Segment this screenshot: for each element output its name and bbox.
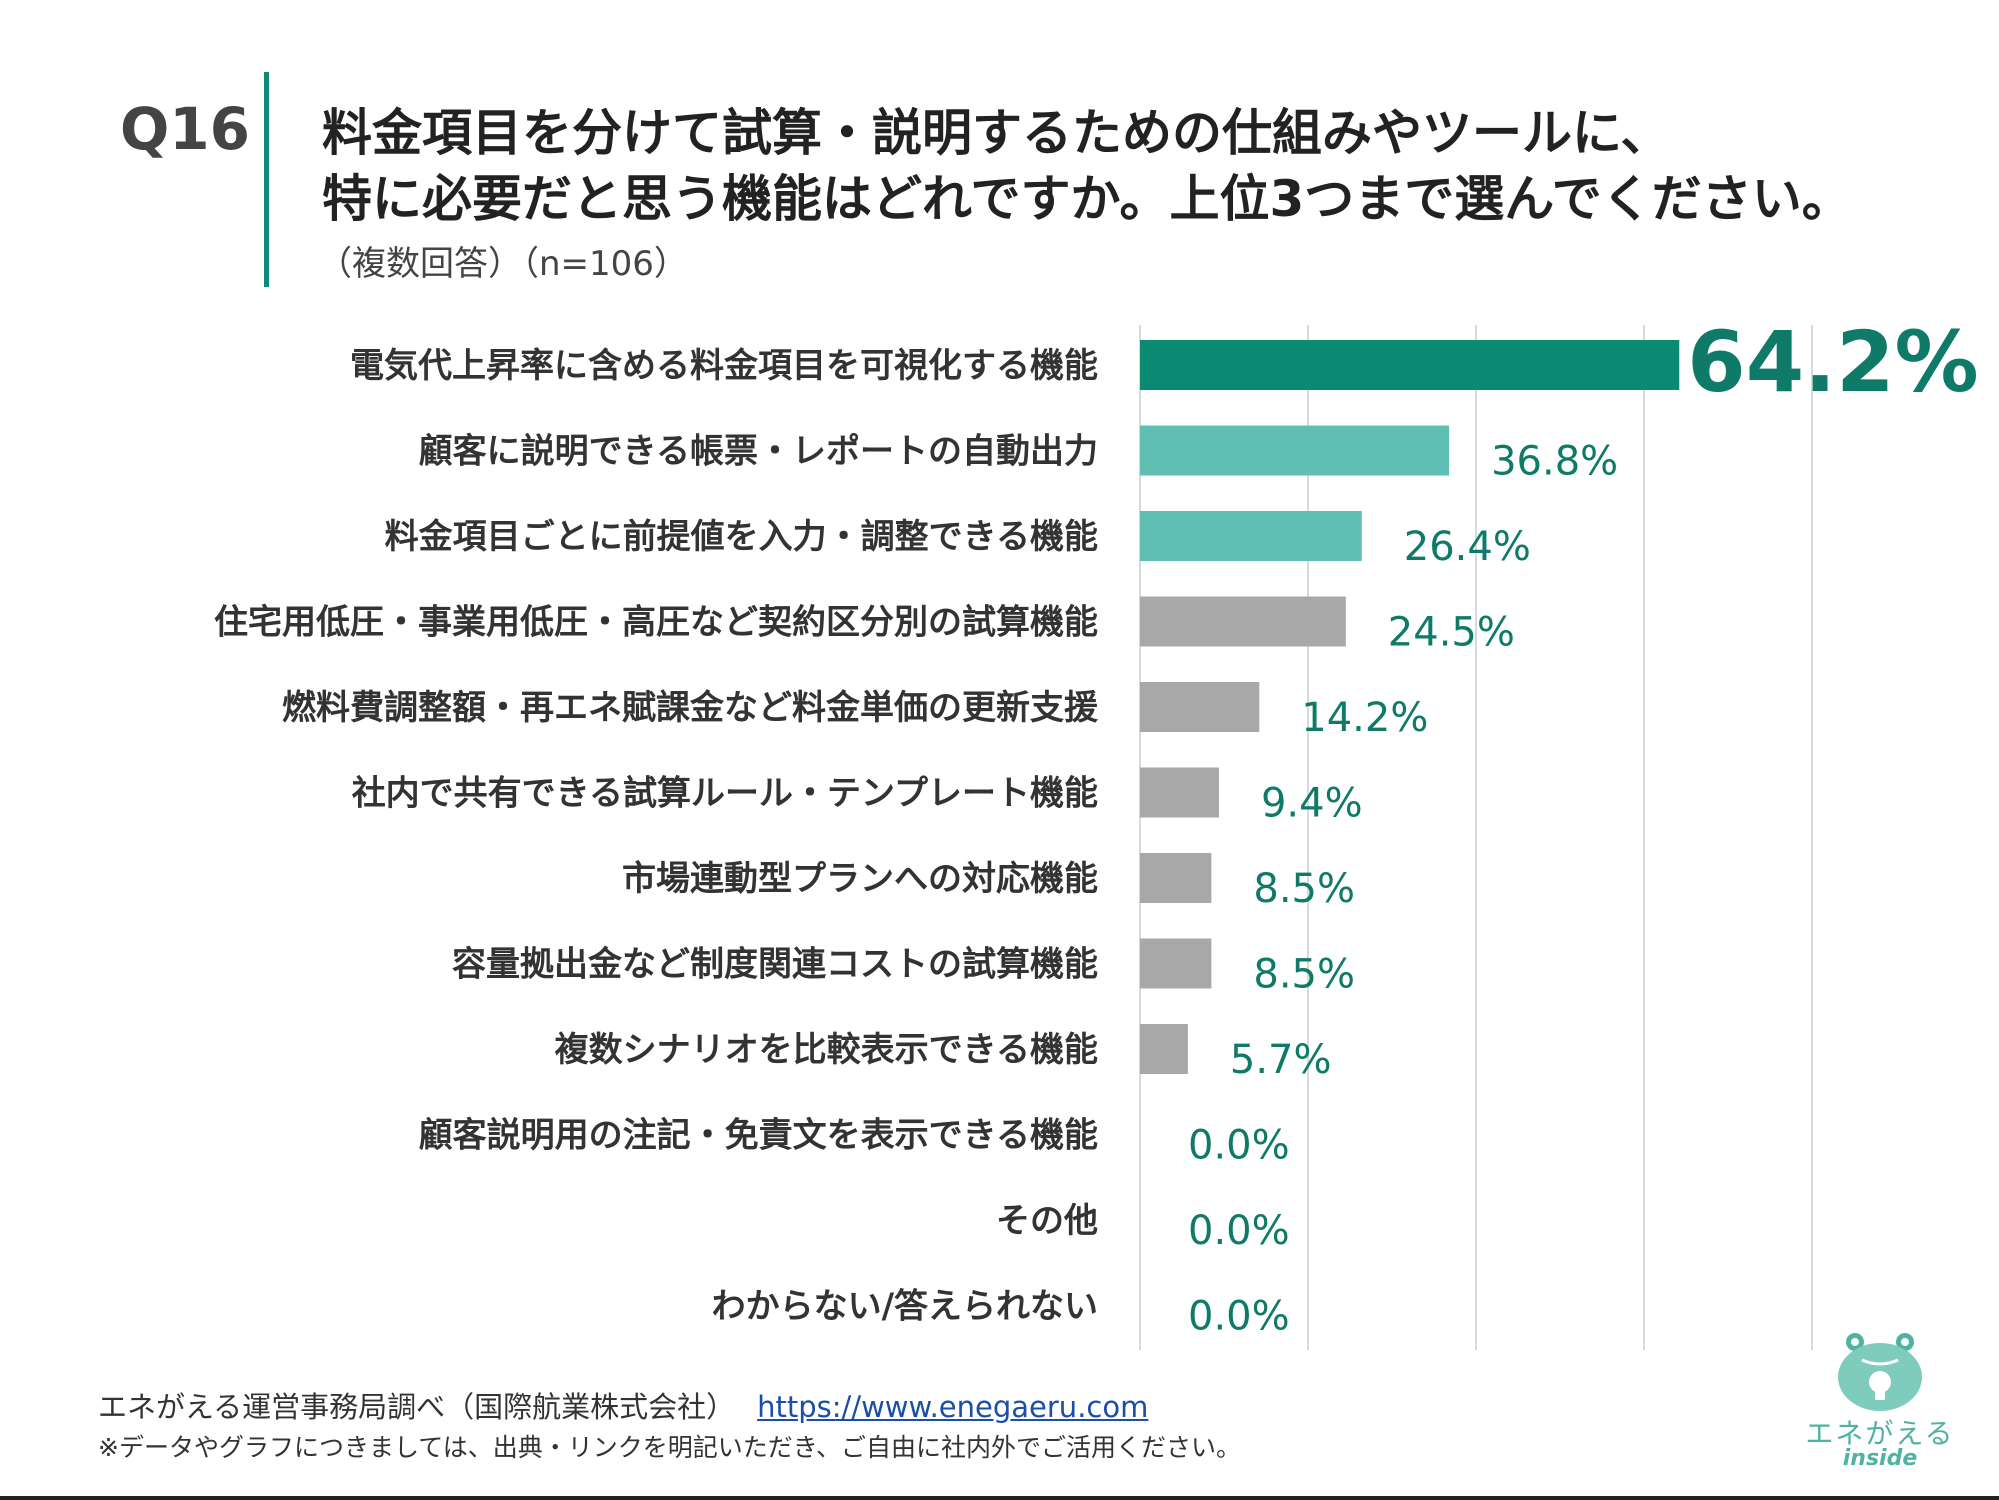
value-label: 8.5% bbox=[1253, 952, 1355, 998]
value-label: 9.4% bbox=[1261, 781, 1363, 827]
frog-lightbulb-icon bbox=[1838, 1333, 1922, 1411]
bar-chart: 電気代上昇率に含める料金項目を可視化する機能 64.2% 顧客に説明できる帳票・レポ… bbox=[214, 313, 1979, 1350]
category-label: 顧客説明用の注記・免責文を表示できる機能 bbox=[419, 1116, 1098, 1156]
value-label: 36.8% bbox=[1491, 439, 1618, 485]
category-label: 複数シナリオを比較表示できる機能 bbox=[555, 1030, 1098, 1070]
brand-logo: エネがえる inside bbox=[1800, 1322, 1960, 1472]
question-subtitle: （複数回答）（n=106） bbox=[318, 244, 688, 284]
bar bbox=[1140, 682, 1260, 732]
bar bbox=[1140, 425, 1450, 476]
value-label: 0.0% bbox=[1188, 1294, 1290, 1340]
question-title-line1: 料金項目を分けて試算・説明するための仕組みやツールに、 bbox=[322, 104, 1671, 162]
category-label: 電気代上昇率に含める料金項目を可視化する機能 bbox=[350, 346, 1098, 386]
bar bbox=[1140, 767, 1219, 818]
usage-note: ※データやグラフにつきましては、出典・リンクを明記いただき、ご自由に社内外でご活… bbox=[98, 1433, 1241, 1462]
category-label: 顧客に説明できる帳票・レポートの自動出力 bbox=[419, 432, 1098, 472]
source-text: エネがえる運営事務局調べ（国際航業株式会社） bbox=[98, 1390, 736, 1424]
value-label: 8.5% bbox=[1253, 866, 1355, 912]
bottom-rule bbox=[0, 1496, 1999, 1500]
category-label: 燃料費調整額・再エネ賦課金など料金単価の更新支援 bbox=[282, 688, 1099, 728]
bar bbox=[1140, 340, 1680, 390]
title-divider bbox=[264, 72, 269, 287]
source-link[interactable]: https://www.enegaeru.com bbox=[757, 1390, 1149, 1424]
bar bbox=[1140, 853, 1212, 903]
category-label: 料金項目ごとに前提値を入力・調整できる機能 bbox=[385, 517, 1098, 557]
category-label: わからない/答えられない bbox=[712, 1287, 1098, 1327]
logo-name: エネがえる bbox=[1805, 1417, 1955, 1450]
value-label: 14.2% bbox=[1301, 695, 1428, 741]
value-label: 0.0% bbox=[1188, 1208, 1290, 1254]
bar bbox=[1140, 938, 1212, 989]
source-line: エネがえる運営事務局調べ（国際航業株式会社） https://www.enegae… bbox=[98, 1384, 1148, 1426]
question-title-line2: 特に必要だと思う機能はどれですか。上位3つまで選んでください。 bbox=[322, 170, 1852, 228]
bar bbox=[1140, 511, 1362, 561]
value-label: 26.4% bbox=[1404, 524, 1531, 570]
bar bbox=[1140, 1024, 1188, 1074]
category-label: 住宅用低圧・事業用低圧・高圧など契約区分別の試算機能 bbox=[214, 603, 1098, 643]
value-label: 5.7% bbox=[1230, 1037, 1332, 1083]
category-label: 容量拠出金など制度関連コストの試算機能 bbox=[452, 945, 1098, 985]
category-label: 社内で共有できる試算ルール・テンプレート機能 bbox=[352, 774, 1098, 814]
bar bbox=[1140, 596, 1346, 647]
category-label: その他 bbox=[996, 1201, 1098, 1241]
value-label: 64.2% bbox=[1687, 313, 1978, 411]
question-number: Q16 bbox=[120, 95, 251, 163]
value-label: 24.5% bbox=[1388, 610, 1515, 656]
category-label: 市場連動型プランへの対応機能 bbox=[622, 859, 1098, 899]
value-label: 0.0% bbox=[1188, 1123, 1290, 1169]
logo-sub: inside bbox=[1842, 1446, 1918, 1471]
question-title: 料金項目を分けて試算・説明するための仕組みやツールに、 特に必要だと思う機能はど… bbox=[322, 100, 1992, 232]
